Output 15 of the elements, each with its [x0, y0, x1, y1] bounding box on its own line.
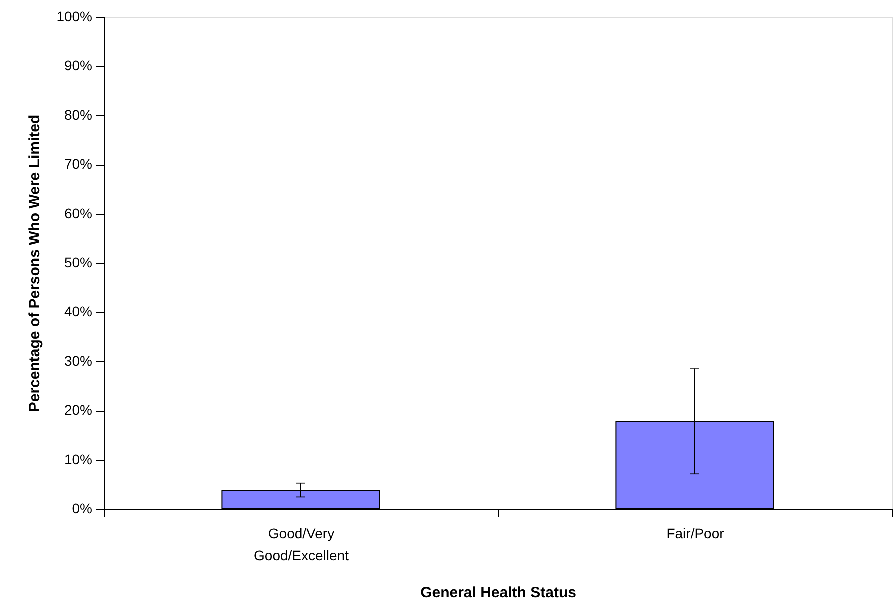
y-tick-label: 80%: [64, 106, 92, 123]
y-tick-label: 90%: [64, 58, 92, 74]
x-axis-title: General Health Status: [420, 584, 576, 602]
y-tick-label: 70%: [64, 156, 92, 172]
y-tick-label: 30%: [64, 352, 92, 369]
y-tick-label: 100%: [56, 8, 92, 24]
y-tick-label: 20%: [64, 402, 92, 418]
y-tick-label: 10%: [64, 451, 92, 468]
x-tick-label: Fair/Poor: [666, 526, 725, 542]
y-tick-label: 50%: [64, 254, 92, 270]
x-tick-label: Good/Very Good/Excellent: [254, 526, 350, 564]
y-tick-label: 60%: [64, 205, 92, 222]
y-tick-label: 0%: [72, 500, 92, 516]
y-tick-label: 40%: [64, 304, 92, 320]
y-axis-title: Percentage of Persons Who Were Limited: [26, 114, 44, 412]
